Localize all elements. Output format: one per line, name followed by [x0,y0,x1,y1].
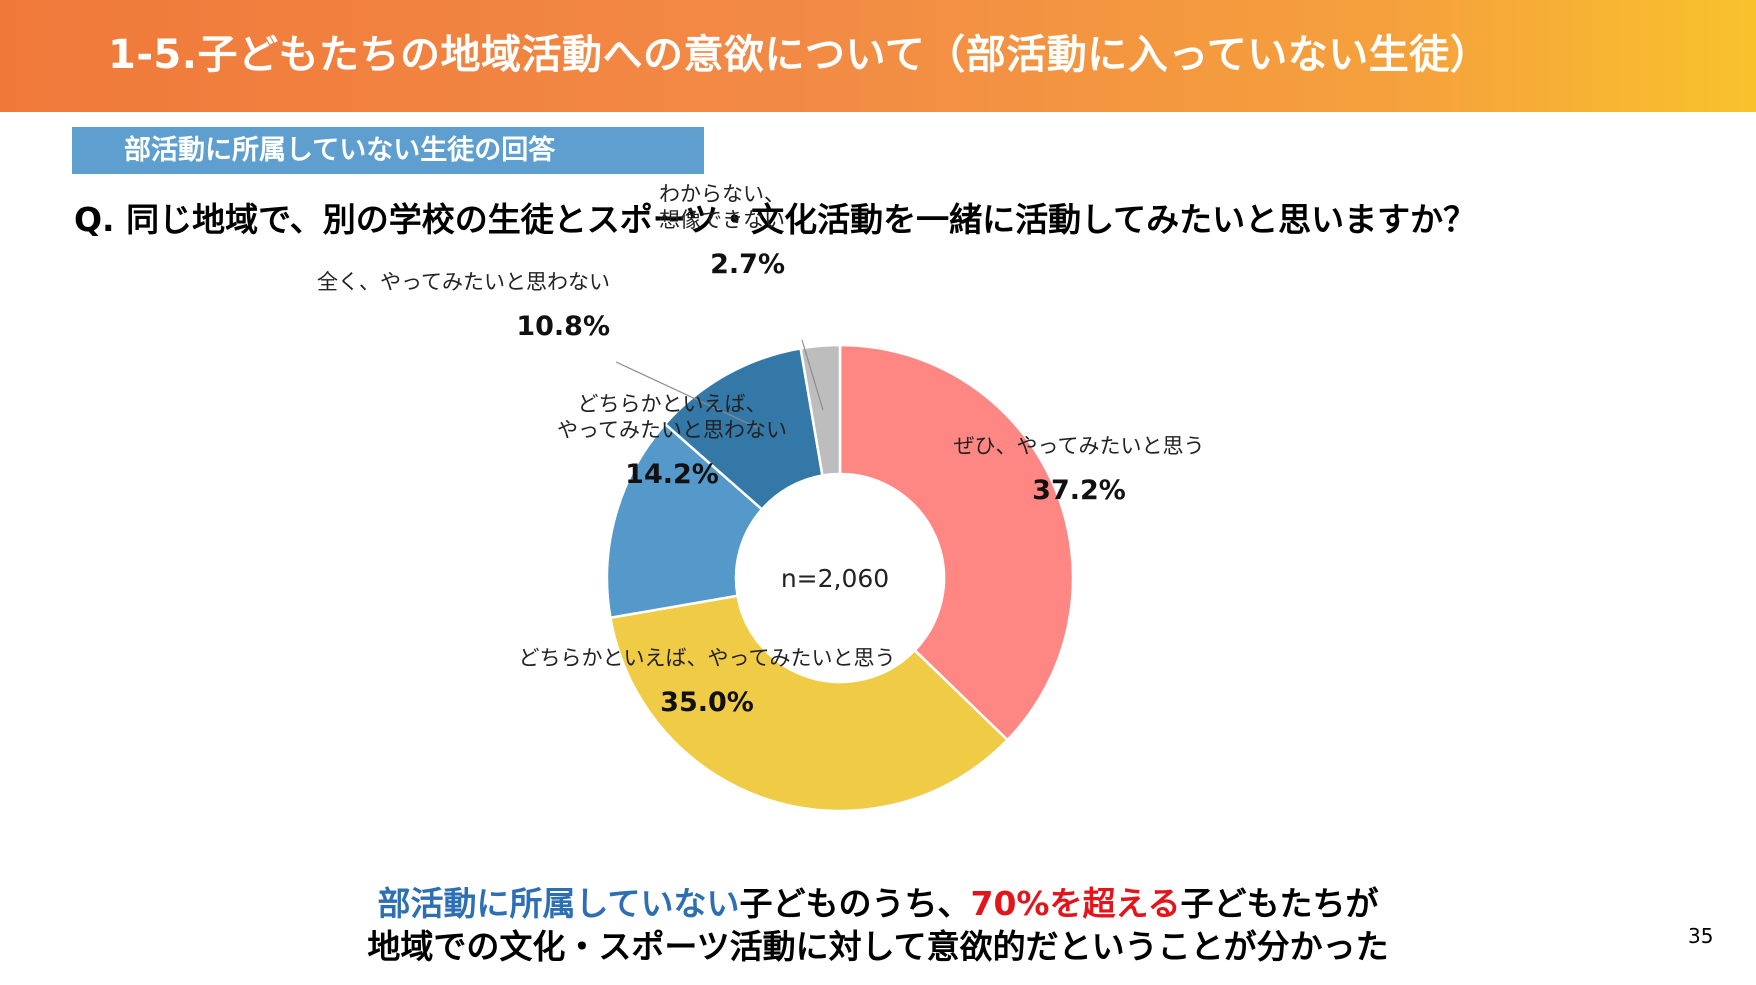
leader-line-4 [615,361,759,429]
conclusion-line-2: 地域での文化・スポーツ活動に対して意欲的だということが分かった [367,927,1389,966]
donut-slice-5 [799,343,842,477]
page-number: 35 [1688,924,1714,948]
leader-line-5 [801,339,824,411]
center-label: n=2,060 [781,564,889,593]
slice-label-1-line-1: ぜひ、やってみたいと思う [954,434,1205,458]
donut-slice-1 [838,343,1075,742]
respondent-tag: 部活動に所属していない生徒の回答 [72,127,704,174]
slice-label-2-line-1: どちらかといえば、やってみたいと思う [519,646,896,670]
slice-label-5-line-2: 想像できない [659,208,785,232]
conclusion-line-1: 部活動に所属していない子どものうち、70%を超える子どもたちが [0,877,1756,925]
conclusion-mid: 子どものうち、 [739,884,971,923]
title-banner: 1-5.子どもたちの地域活動への意欲について（部活動に入っていない生徒） [0,0,1756,112]
slice-value-label-1: 37.2% [1032,475,1126,506]
slice-value-label-4: 10.8% [516,311,610,342]
slide-title: 1-5.子どもたちの地域活動への意欲について（部活動に入っていない生徒） [108,32,1491,78]
conclusion-highlight-red: 70%を超える [970,884,1181,923]
slice-label-4-line-1: 全く、やってみたいと思わない [317,270,610,294]
slice-label-3-line-2: やってみたいと思わない [557,418,787,442]
question-text: Q. 同じ地域で、別の学校の生徒とスポーツ・文化活動を一緒に活動してみたいと思い… [74,200,1477,239]
slice-label-5-line-1: わからない、 [659,182,785,206]
donut-slice-3 [605,422,764,620]
slice-label-3-line-1: どちらかといえば、 [578,392,767,416]
conclusion-end: 子どもたちが [1180,884,1379,923]
donut-slice-2 [608,594,1010,813]
slice-value-label-2: 35.0% [660,687,754,718]
slice-value-label-5: 2.7% [710,249,785,280]
slice-value-label-3: 14.2% [625,459,719,490]
conclusion-highlight-blue: 部活動に所属していない [377,884,740,923]
